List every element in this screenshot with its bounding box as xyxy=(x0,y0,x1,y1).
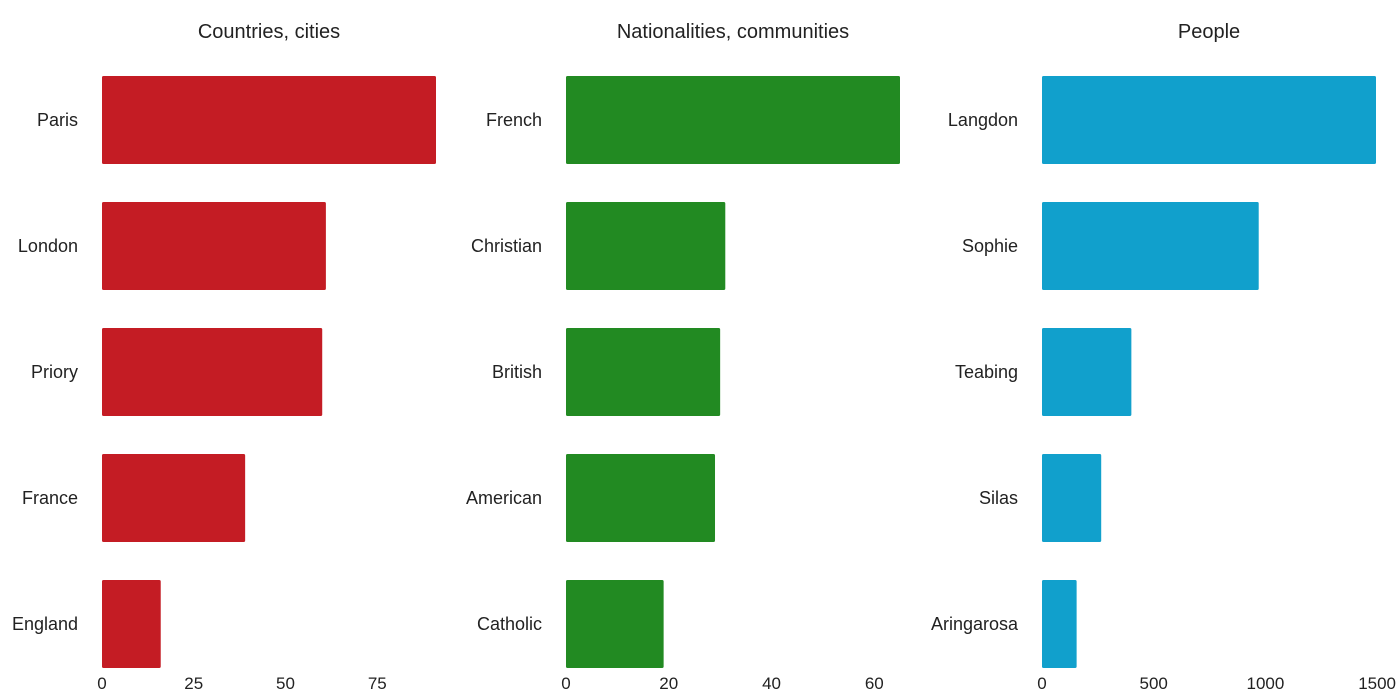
x-tick-label: 0 xyxy=(97,674,106,693)
x-tick-label: 1000 xyxy=(1246,674,1284,693)
category-label: France xyxy=(22,488,78,508)
category-label: Priory xyxy=(31,362,78,382)
chart-panel-2: Nationalities, communities French Christia… xyxy=(466,21,900,693)
x-tick-label: 60 xyxy=(865,674,884,693)
bar-american xyxy=(566,454,716,542)
category-label: England xyxy=(12,614,78,634)
bar-paris xyxy=(102,76,436,164)
category-label: Teabing xyxy=(955,362,1018,382)
bar-catholic xyxy=(566,580,664,668)
chart-panel-3: People Langdon Sophie Teabing Silas Aringaros… xyxy=(931,21,1396,693)
bar-priory xyxy=(102,328,323,416)
bar-french xyxy=(566,76,900,164)
bar-aringarosa xyxy=(1042,580,1077,668)
chart-panel-1: Countries, cities Paris London Priory France… xyxy=(12,21,436,693)
bar-teabing xyxy=(1042,328,1132,416)
category-label: Silas xyxy=(979,488,1018,508)
x-tick-label: 50 xyxy=(276,674,295,693)
category-label: Christian xyxy=(471,236,542,256)
chart-title: People xyxy=(1178,21,1240,43)
bar-london xyxy=(102,202,326,290)
x-tick-label: 40 xyxy=(762,674,781,693)
category-label: French xyxy=(486,110,542,130)
category-label: Aringarosa xyxy=(931,614,1019,634)
bar-christian xyxy=(566,202,726,290)
x-tick-label: 0 xyxy=(561,674,570,693)
category-label: Catholic xyxy=(477,614,542,634)
x-tick-label: 500 xyxy=(1140,674,1168,693)
chart-title: Countries, cities xyxy=(198,21,340,43)
x-tick-label: 1500 xyxy=(1358,674,1396,693)
category-label: Sophie xyxy=(962,236,1018,256)
category-label: British xyxy=(492,362,542,382)
category-label: American xyxy=(466,488,542,508)
bar-british xyxy=(566,328,721,416)
category-label: Paris xyxy=(37,110,78,130)
bar-silas xyxy=(1042,454,1102,542)
x-tick-label: 20 xyxy=(659,674,678,693)
chart-title: Nationalities, communities xyxy=(617,21,849,43)
bar-sophie xyxy=(1042,202,1259,290)
bar-england xyxy=(102,580,161,668)
x-tick-label: 0 xyxy=(1037,674,1046,693)
x-tick-label: 75 xyxy=(368,674,387,693)
category-label: Langdon xyxy=(948,110,1018,130)
category-label: London xyxy=(18,236,78,256)
bar-france xyxy=(102,454,246,542)
bar-langdon xyxy=(1042,76,1376,164)
x-tick-label: 25 xyxy=(184,674,203,693)
